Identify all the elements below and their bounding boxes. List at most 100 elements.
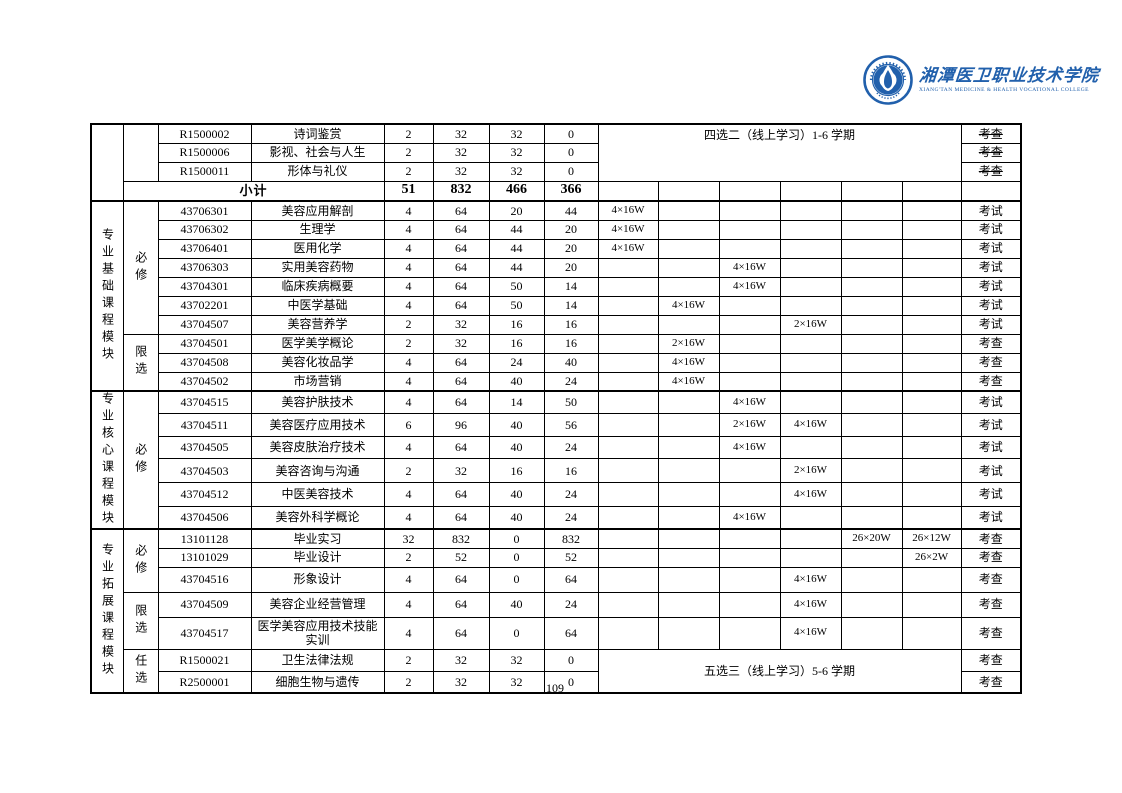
cell-semester-5: [840, 458, 903, 484]
course-row: 43702201 中医学基础 4 64 50 14 4×16W 考试: [91, 295, 1022, 316]
module-label-text: 专业拓展课程模块: [100, 543, 115, 679]
cell-semester-5: [840, 200, 903, 221]
course-row: 43704301 临床疾病概要 4 64 50 14 4×16W 考试: [91, 276, 1022, 297]
cell-semester-3: [718, 616, 781, 650]
cell-theory-hours: 32: [488, 648, 545, 672]
cell-total-hours: 64: [432, 219, 490, 240]
cell-semester-1: [597, 257, 659, 278]
cell-exam-type: 考试: [960, 238, 1022, 259]
cell-semester-1: [597, 435, 659, 460]
cell-credit: 32: [383, 528, 434, 549]
cell-exam-type: 考查: [960, 142, 1022, 163]
cell-semester-5: [840, 390, 903, 415]
cell-practice-hours: 14: [543, 295, 599, 316]
cell-practice-hours: 24: [543, 435, 599, 460]
cell-theory-hours: 0: [488, 547, 545, 568]
cell-semester-5: [840, 276, 903, 297]
cell-semester-5: [840, 413, 903, 437]
subtotal-total-hours: 832: [432, 180, 490, 202]
cell-exam-type: 考试: [960, 200, 1022, 221]
cell-practice-hours: 40: [543, 352, 599, 373]
cell-semester-6: [901, 276, 962, 297]
cell-exam-type: 考查: [960, 123, 1022, 144]
cell-total-hours: 64: [432, 371, 490, 392]
cell-semester-2: [657, 413, 720, 437]
cell-total-hours: 32: [432, 458, 490, 484]
cell-course-name: 中医学基础: [250, 295, 385, 316]
subtotal-practice-hours: 366: [543, 180, 599, 202]
cell-exam-type: 考查: [960, 566, 1022, 593]
cell-credit: 2: [383, 123, 434, 144]
cell-semester-4: [779, 257, 842, 278]
cell-total-hours: 64: [432, 616, 490, 650]
cell-exam-type: 考试: [960, 413, 1022, 437]
course-row: R1500011 形体与礼仪 2 32 32 0 考查: [91, 161, 1022, 182]
cell-course-code: 43702201: [157, 295, 252, 316]
cell-course-code: 43706401: [157, 238, 252, 259]
cell-semester-6: [901, 238, 962, 259]
cell-semester-1: [597, 547, 659, 568]
cell-course-code: 43704301: [157, 276, 252, 297]
cell-semester-4: 4×16W: [779, 566, 842, 593]
cell-semester-4: [779, 219, 842, 240]
cell-semester-4: 2×16W: [779, 314, 842, 335]
cell-semester-2: 4×16W: [657, 295, 720, 316]
cell-course-name: 影视、社会与人生: [250, 142, 385, 163]
cell-total-hours: 64: [432, 276, 490, 297]
course-type-label: 限选: [122, 333, 159, 392]
cell-course-code: 43704507: [157, 314, 252, 335]
cell-semester-5: [840, 566, 903, 593]
cell-semester-6: [901, 566, 962, 593]
cell-semester-5: [840, 352, 903, 373]
cell-semester-3: [718, 458, 781, 484]
cell-course-name: 形体与礼仪: [250, 161, 385, 182]
cell-credit: 4: [383, 257, 434, 278]
cell-theory-hours: 20: [488, 200, 545, 221]
cell-course-name: 医用化学: [250, 238, 385, 259]
cell-total-hours: 52: [432, 547, 490, 568]
cell-semester-5: [840, 547, 903, 568]
cell-semester-2: [657, 200, 720, 221]
course-row: 43704516 形象设计 4 64 0 64 4×16W 考查: [91, 566, 1022, 593]
cell-semester-6: [901, 458, 962, 484]
college-logo: 湘潭医卫职业技术学院 XIANG'TAN MEDICINE & HEALTH V…: [863, 55, 1100, 105]
cell-credit: 2: [383, 333, 434, 354]
course-type-label: 限选: [122, 591, 159, 650]
cell-credit: 2: [383, 314, 434, 335]
cell-theory-hours: 16: [488, 314, 545, 335]
cell-semester-2: 4×16W: [657, 371, 720, 392]
cell-semester-1: [597, 482, 659, 507]
cell-credit: 4: [383, 200, 434, 221]
cell-semester-5: [840, 505, 903, 530]
cell-theory-hours: 40: [488, 371, 545, 392]
cell-exam-type: 考查: [960, 371, 1022, 392]
cell-exam-type: 考试: [960, 458, 1022, 484]
cell-total-hours: 64: [432, 435, 490, 460]
cell-practice-hours: 0: [543, 123, 599, 144]
cell-semester-1: [597, 276, 659, 297]
cell-semester-6: [901, 219, 962, 240]
module-label: 专业核心课程模块: [90, 390, 124, 530]
cell-course-code: 43704517: [157, 616, 252, 650]
cell-total-hours: 96: [432, 413, 490, 437]
cell-semester-3: [718, 566, 781, 593]
cell-semester-1: [597, 591, 659, 618]
course-row: 43706401 医用化学 4 64 44 20 4×16W 考试: [91, 238, 1022, 259]
cell-theory-hours: 16: [488, 458, 545, 484]
cell-course-name: 诗词鉴赏: [250, 123, 385, 144]
cell-credit: 4: [383, 276, 434, 297]
cell-course-code: 43704512: [157, 482, 252, 507]
cell-total-hours: 32: [432, 314, 490, 335]
cell-semester-3: [718, 333, 781, 354]
semester-note: 四选二（线上学习）1-6 学期: [597, 123, 962, 182]
cell-semester-6: 26×12W: [901, 528, 962, 549]
cell-semester-3: 4×16W: [718, 390, 781, 415]
cell-practice-hours: 0: [543, 648, 599, 672]
cell-theory-hours: 50: [488, 295, 545, 316]
cell-semester-5: 26×20W: [840, 528, 903, 549]
cell-semester-4: [779, 333, 842, 354]
cell-semester-2: [657, 591, 720, 618]
curriculum-table: R1500002 诗词鉴赏 2 32 32 0 四选二（线上学习）1-6 学期 考查 R1500…: [90, 123, 1023, 694]
cell-course-code: 43704506: [157, 505, 252, 530]
course-row: 限选 43704501 医学美学概论 2 32 16 16 2×16W 考查: [91, 333, 1022, 392]
